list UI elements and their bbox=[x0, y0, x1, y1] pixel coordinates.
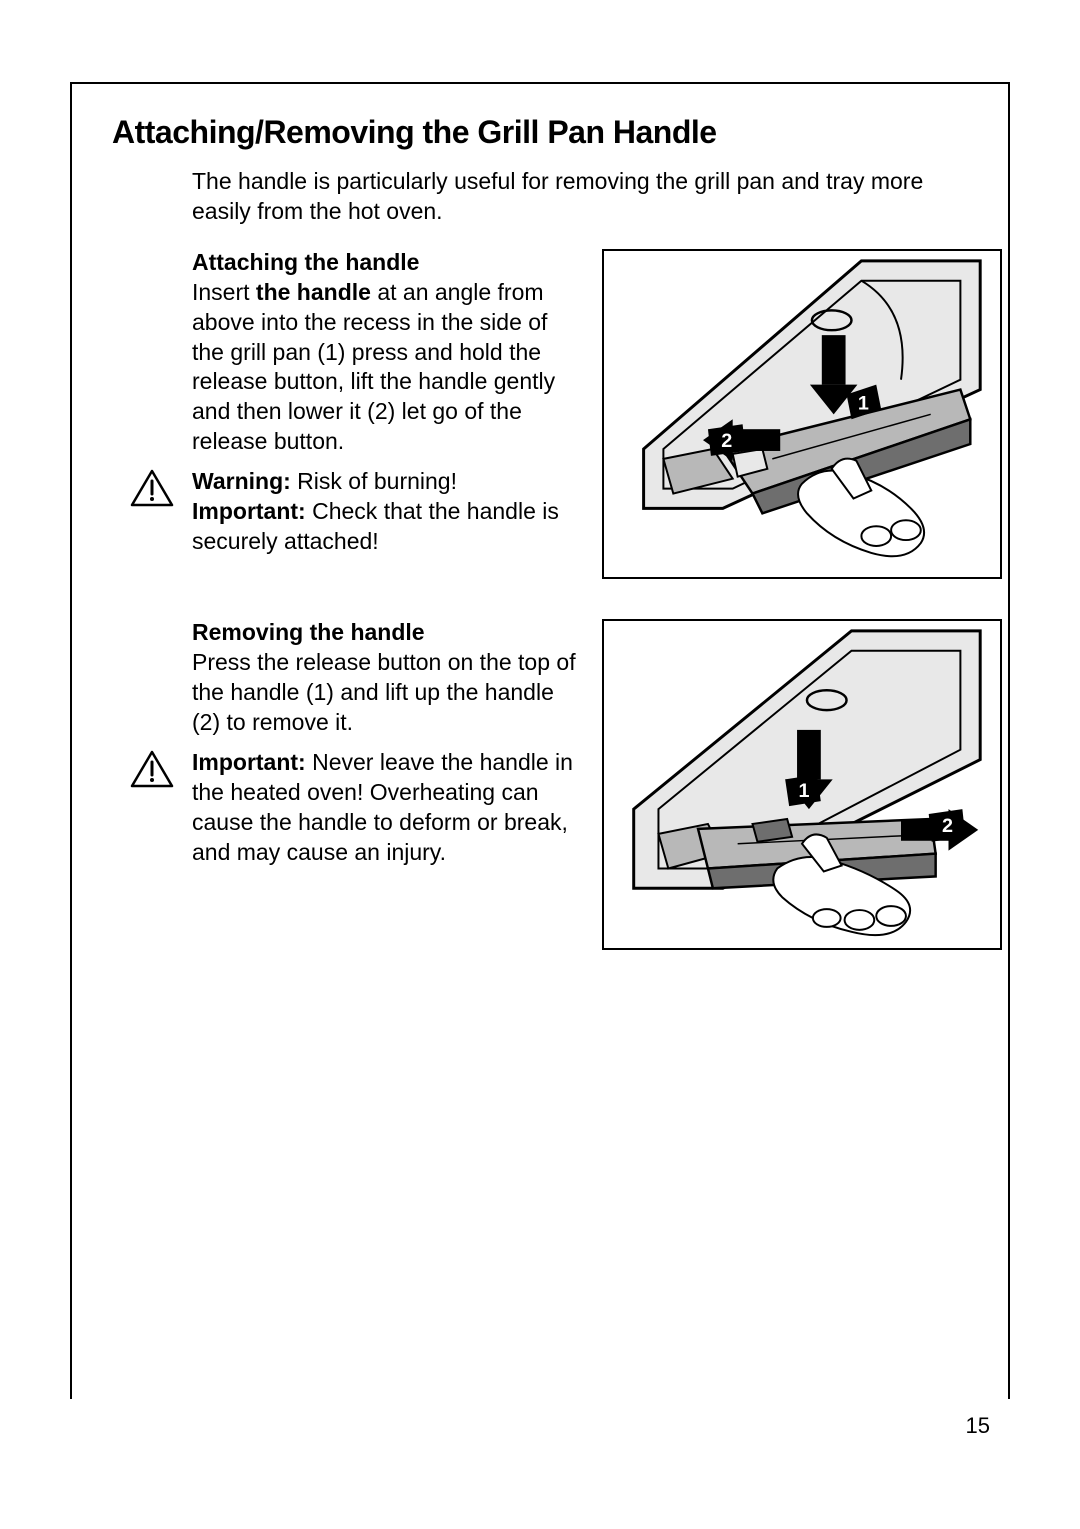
section1-warning-row: Warning: Risk of burning! Important: Che… bbox=[192, 467, 582, 557]
page-frame: Attaching/Removing the Grill Pan Handle … bbox=[70, 82, 1010, 1399]
section2-important: Important: Never leave the handle in the… bbox=[192, 748, 582, 868]
section2-heading: Removing the handle bbox=[192, 619, 582, 646]
svg-text:2: 2 bbox=[942, 815, 953, 837]
svg-text:2: 2 bbox=[721, 430, 732, 452]
callout-1b: 1 bbox=[785, 775, 821, 807]
important-label-2: Important: bbox=[192, 749, 306, 775]
the-handle-bold: the handle bbox=[256, 279, 371, 305]
important-label-1: Important: bbox=[192, 498, 306, 524]
warning-text: Risk of burning! bbox=[291, 468, 457, 494]
section1-body-after: at an angle from above into the recess i… bbox=[192, 279, 555, 454]
warning-triangle-icon bbox=[130, 750, 174, 788]
warning-label: Warning: bbox=[192, 468, 291, 494]
callout-2b: 2 bbox=[929, 810, 966, 843]
section-removing: Removing the handle Press the release bu… bbox=[112, 619, 968, 950]
figure-removing: 1 2 bbox=[602, 619, 1002, 950]
section2-warning-row: Important: Never leave the handle in the… bbox=[192, 748, 582, 868]
section1-heading: Attaching the handle bbox=[192, 249, 582, 276]
svg-text:1: 1 bbox=[798, 781, 809, 803]
figure-attaching-svg: 1 2 bbox=[604, 251, 1000, 578]
intro-text: The handle is particularly useful for re… bbox=[192, 167, 932, 227]
section-attaching: Attaching the handle Insert the handle a… bbox=[112, 249, 968, 580]
callout-2: 2 bbox=[708, 424, 746, 456]
figure-removing-svg: 1 2 bbox=[604, 621, 1000, 948]
section2-body: Press the release button on the top of t… bbox=[192, 648, 582, 738]
warning-triangle-icon bbox=[130, 469, 174, 507]
page-content: Attaching/Removing the Grill Pan Handle … bbox=[72, 84, 1008, 1030]
section1-warning: Warning: Risk of burning! Important: Che… bbox=[192, 467, 582, 557]
page-title: Attaching/Removing the Grill Pan Handle bbox=[112, 114, 968, 151]
section1-body: Insert the handle at an angle from above… bbox=[192, 278, 582, 457]
figure-attaching: 1 2 bbox=[602, 249, 1002, 580]
section1-text: Attaching the handle Insert the handle a… bbox=[192, 249, 582, 557]
page-number: 15 bbox=[966, 1413, 990, 1439]
hand-illustration bbox=[798, 458, 924, 556]
svg-text:1: 1 bbox=[858, 392, 869, 414]
insert-label: Insert bbox=[192, 279, 256, 305]
section2-text: Removing the handle Press the release bu… bbox=[192, 619, 582, 867]
